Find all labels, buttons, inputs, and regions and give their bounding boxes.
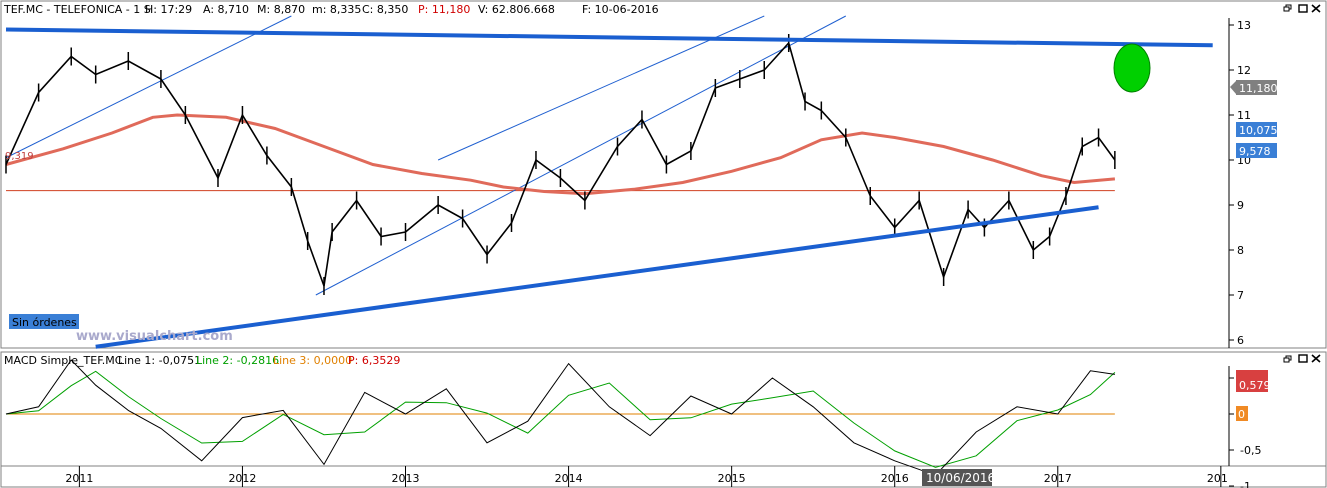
channel-trendline (315, 15, 847, 296)
macd-window-controls (1283, 354, 1321, 363)
channel-trendline (5, 15, 292, 159)
close-text: C: 8,350 (362, 3, 408, 16)
macd-line2-text: Line 2: -0,2816 (196, 354, 279, 367)
x-axis-label: 201 (1207, 472, 1228, 485)
open-text: A: 8,710 (203, 3, 249, 16)
price-window-controls (1283, 4, 1321, 13)
date-text: F: 10-06-2016 (582, 3, 659, 16)
x-axis-label: 2012 (228, 472, 256, 485)
x-axis-label: 2017 (1044, 472, 1072, 485)
restore-icon[interactable] (1283, 4, 1294, 13)
close-icon[interactable] (1311, 4, 1321, 13)
sin-ordenes-text: Sin órdenes (12, 316, 77, 329)
x-axis-label: 2013 (392, 472, 420, 485)
support-trendline (95, 205, 1099, 349)
price-plot (5, 15, 1213, 349)
price-tick-label: 12 (1237, 64, 1251, 77)
last-value-badge (1236, 122, 1277, 137)
price-panel-frame (0, 0, 1327, 349)
macd-top-text: 0,579 (1239, 379, 1271, 392)
maximize-icon[interactable] (1298, 4, 1308, 13)
sin-ordenes-badge[interactable] (9, 314, 79, 329)
green-marker (1113, 43, 1151, 93)
price-tick-label: 9 (1237, 199, 1244, 212)
price-tick-label: 8 (1237, 244, 1244, 257)
macd-line1-text: Line 1: -0,0751 (118, 354, 201, 367)
price-badges: 11,180 10,075 9,578 (1230, 80, 1278, 158)
x-axis-label: 2016 (881, 472, 909, 485)
price-tick-label: 7 (1237, 289, 1244, 302)
price-tick-label: 11 (1237, 109, 1251, 122)
price-tick-label: 6 (1237, 334, 1244, 347)
price-line (5, 41, 1116, 287)
macd-zero-badge (1236, 406, 1248, 421)
macd-name-text: MACD Simple_TEF.MC (4, 354, 123, 367)
close-icon[interactable] (1311, 354, 1321, 363)
price-header: TEF.MC - TELEFONICA - 1 S H: 17:29 A: 8,… (3, 3, 659, 16)
price-tick-label: 13 (1237, 19, 1251, 32)
symbol-text: TEF.MC - TELEFONICA - 1 S (3, 3, 151, 16)
x-axis-strip (0, 465, 1327, 488)
macd-plot (5, 359, 1116, 476)
ma-value-badge (1236, 143, 1277, 158)
left-level-text: 9,319 (5, 151, 34, 162)
volume-text: V: 62.806.668 (478, 3, 555, 16)
low-text: m: 8,335 (312, 3, 361, 16)
restore-icon[interactable] (1283, 355, 1292, 363)
macd-line (5, 359, 1115, 476)
watermark-text: www.visualchart.com (76, 329, 233, 344)
resistance-trendline (5, 27, 1213, 48)
macd-line3-text: Line 3: 0,0000 (273, 354, 352, 367)
high-text: M: 8,870 (257, 3, 305, 16)
x-axis-label: 2011 (65, 472, 93, 485)
p-value-badge (1236, 80, 1277, 95)
hour-text: H: 17:29 (145, 3, 192, 16)
p-value-text: 11,180 (1239, 82, 1278, 95)
macd-tick-label: -1 (1240, 480, 1251, 488)
macd-top-badge (1236, 370, 1268, 392)
last-value-text: 10,075 (1239, 124, 1278, 137)
macd-signal-line (5, 370, 1116, 468)
cursor-date-badge (922, 469, 992, 486)
x-axis-label: 2014 (555, 472, 583, 485)
macd-header: MACD Simple_TEF.MC Line 1: -0,0751 Line … (4, 354, 400, 367)
maximize-icon[interactable] (1298, 354, 1308, 363)
p-text: P: 11,180 (418, 3, 470, 16)
macd-tick-label: -0,5 (1240, 444, 1261, 457)
x-axis-label: 2015 (718, 472, 746, 485)
macd-p-text: P: 6,3529 (348, 354, 400, 367)
ma-value-text: 9,578 (1239, 145, 1271, 158)
macd-panel-frame (0, 351, 1327, 467)
cursor-date-text: 10/06/2016 (926, 471, 995, 485)
macd-zero-text: 0 (1238, 408, 1245, 421)
x-axis: 2011 2012 2013 2014 2015 2016 2017 201 (65, 466, 1228, 487)
